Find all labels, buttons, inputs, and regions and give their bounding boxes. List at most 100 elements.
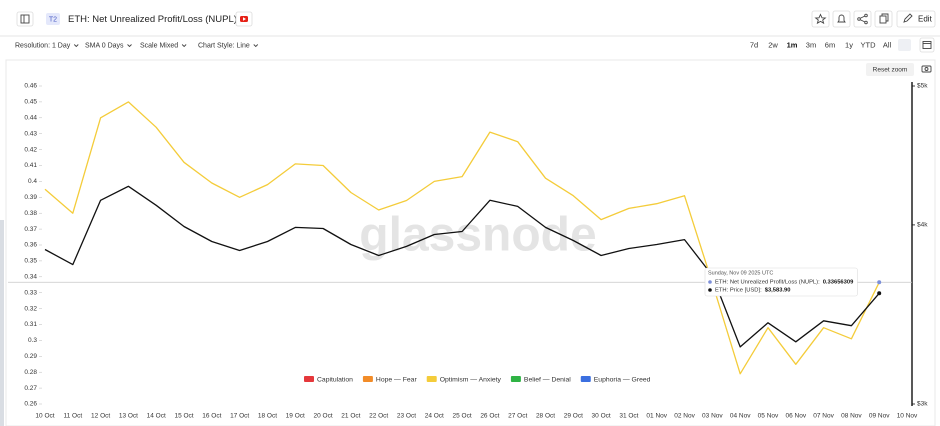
range-button[interactable]: 7d	[750, 40, 758, 49]
watermark: glassnode	[359, 209, 596, 262]
y2-tick-label: $3k	[917, 401, 928, 408]
x-tick-label: 10 Nov	[897, 413, 918, 420]
series-line	[44, 101, 880, 375]
toolbar-dropdown[interactable]: Chart Style: Line	[198, 42, 259, 49]
y-tick-label: 0.44	[24, 115, 37, 122]
y-tick-label: 0.38	[24, 210, 37, 217]
alert-button[interactable]	[832, 10, 851, 28]
x-tick-label: 23 Oct	[397, 413, 416, 420]
toolbar-dropdown[interactable]: Resolution: 1 Day	[15, 42, 79, 49]
youtube-button[interactable]	[235, 11, 253, 27]
x-tick-label: 04 Nov	[730, 413, 751, 420]
x-tick-label: 02 Nov	[674, 413, 695, 420]
tooltip-date: Sunday, Nov 09 2025 UTC	[708, 270, 773, 276]
y-tick-label: 0.29	[24, 353, 37, 360]
range-button[interactable]: 3m	[806, 40, 816, 49]
x-tick-label: 03 Nov	[702, 413, 723, 420]
sidebar-toggle[interactable]	[16, 11, 34, 27]
chart-panel	[5, 59, 936, 426]
x-tick-label: 07 Nov	[813, 413, 834, 420]
x-tick-label: 26 Oct	[480, 413, 499, 420]
x-tick-label: 15 Oct	[174, 413, 193, 420]
y-tick-label: 0.3	[28, 337, 37, 344]
x-tick-label: 31 Oct	[619, 413, 638, 420]
toolbar-dropdown[interactable]: Scale Mixed	[140, 42, 187, 49]
y-tick-label: 0.42	[24, 146, 37, 153]
y-tick-label: 0.45	[24, 99, 37, 106]
badge-bg	[46, 13, 60, 25]
range-button[interactable]: 1m	[787, 40, 798, 49]
tooltip-label: ETH: Net Unrealized Profit/Loss (NUPL):	[715, 280, 820, 286]
x-tick-label: 14 Oct	[147, 413, 166, 420]
dropdown-label: Chart Style: Line	[198, 42, 250, 49]
y-tick-label: 0.26	[24, 401, 37, 408]
share-button[interactable]	[853, 10, 872, 28]
y-tick-label: 0.4	[28, 178, 37, 185]
x-tick-label: 22 Oct	[369, 413, 388, 420]
metric-title: ETH: Net Unrealized Profit/Loss (NUPL)	[68, 14, 237, 25]
copy-button[interactable]	[874, 10, 893, 28]
x-tick-label: 10 Oct	[35, 413, 54, 420]
legend-label: Hope — Fear	[376, 376, 418, 383]
range-button[interactable]: 1y	[845, 40, 853, 49]
chevron	[73, 44, 79, 48]
edit-label: Edit	[918, 15, 933, 24]
legend-label: Optimism — Anxiety	[440, 376, 502, 383]
y-tick-label: 0.39	[24, 194, 37, 201]
y-tick-label: 0.34	[24, 274, 37, 281]
x-tick-label: 25 Oct	[453, 413, 472, 420]
x-tick-label: 21 Oct	[341, 413, 360, 420]
hover-point	[877, 291, 882, 296]
legend-swatch	[510, 376, 521, 382]
x-tick-label: 19 Oct	[286, 413, 305, 420]
dropdown-label: Scale Mixed	[140, 42, 178, 49]
legend-swatch	[426, 376, 437, 382]
x-tick-label: 29 Oct	[564, 413, 583, 420]
series-line	[44, 185, 880, 348]
y-tick-label: 0.33	[24, 289, 37, 296]
toolbar-dropdown[interactable]: SMA 0 Days	[85, 42, 132, 49]
edit-button[interactable]: Edit	[896, 10, 936, 28]
x-tick-label: 18 Oct	[258, 413, 277, 420]
y-tick-label: 0.36	[24, 242, 37, 249]
chevron	[253, 44, 259, 48]
hover-point	[877, 280, 882, 285]
x-tick-label: 12 Oct	[91, 413, 110, 420]
zoom-button[interactable]	[898, 39, 911, 51]
tooltip: Sunday, Nov 09 2025 UTC ETH: Net Unrealiz…	[704, 267, 858, 297]
range-button[interactable]: 2w	[768, 40, 778, 49]
screenshot-button[interactable]	[921, 65, 932, 73]
legend-swatch	[304, 376, 314, 382]
x-tick-label: 08 Nov	[841, 413, 862, 420]
y-tick-label: 0.27	[24, 385, 37, 392]
tooltip-value: 0.33656309	[823, 280, 854, 286]
reset-zoom-button[interactable]: Reset zoom	[866, 63, 914, 76]
legend-label: Euphoria — Greed	[594, 376, 651, 383]
x-tick-label: 06 Nov	[785, 413, 806, 420]
y-tick-label: 0.31	[24, 321, 37, 328]
x-tick-label: 20 Oct	[313, 413, 332, 420]
range-button[interactable]: 6m	[825, 40, 835, 49]
range-button[interactable]: All	[883, 40, 892, 49]
y-tick-label: 0.28	[24, 369, 37, 376]
tooltip-dot	[708, 280, 712, 284]
chevron	[181, 44, 187, 48]
range-button[interactable]: YTD	[861, 40, 877, 49]
header-bar	[0, 0, 940, 36]
tooltip-label: ETH: Price [USD]:	[715, 288, 762, 294]
y2-tick-label: $4k	[917, 222, 928, 229]
y-tick-label: 0.37	[24, 226, 37, 233]
legend-swatch	[362, 376, 373, 382]
x-tick-label: 05 Nov	[758, 413, 779, 420]
dropdown-label: SMA 0 Days	[85, 42, 124, 49]
left-edge-strip	[0, 220, 4, 426]
x-tick-label: 17 Oct	[230, 413, 249, 420]
y-tick-label: 0.46	[24, 83, 37, 90]
y-tick-label: 0.35	[24, 258, 37, 265]
x-tick-label: 11 Oct	[63, 413, 82, 420]
x-tick-label: 09 Nov	[869, 413, 890, 420]
x-tick-label: 16 Oct	[202, 413, 221, 420]
y-tick-label: 0.43	[24, 130, 37, 137]
star-button[interactable]	[811, 10, 830, 28]
calendar-button[interactable]	[919, 37, 935, 53]
